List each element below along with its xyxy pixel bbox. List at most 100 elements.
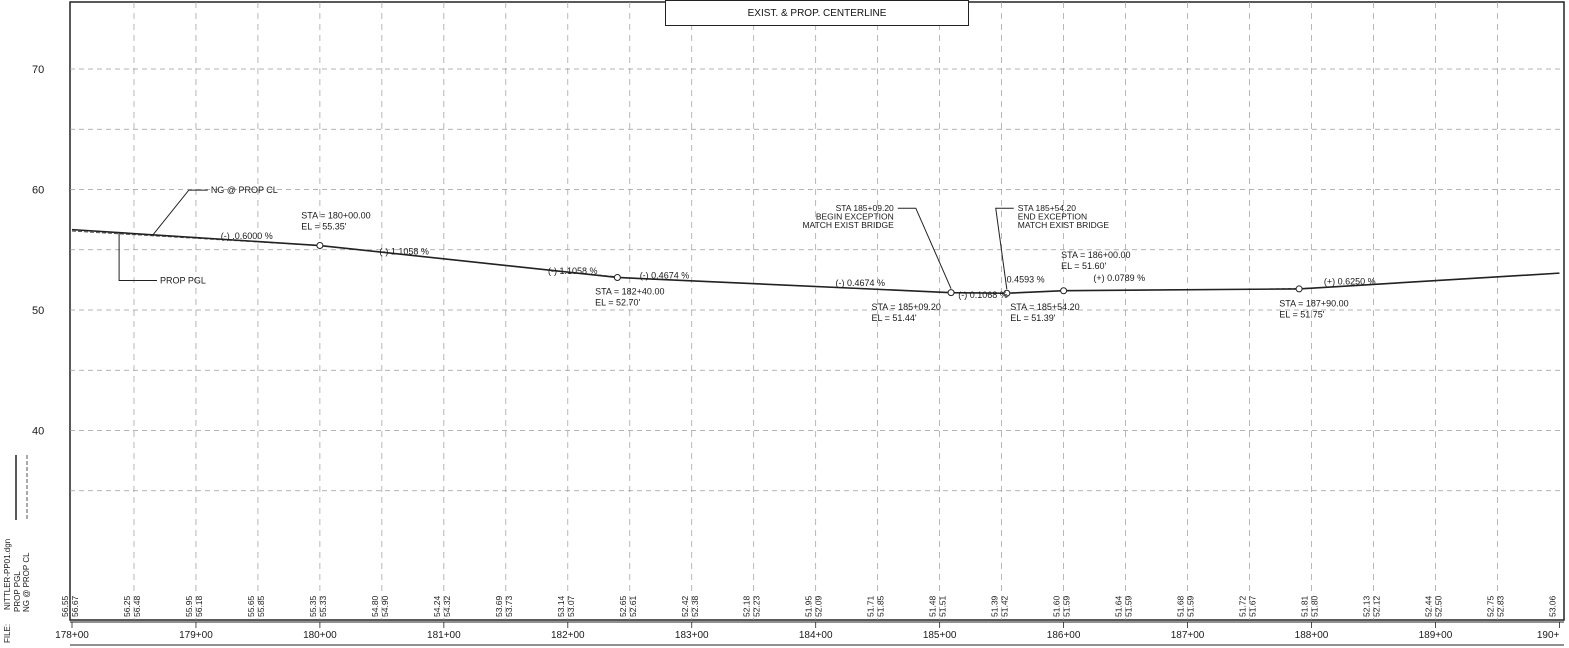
exception-note-line: MATCH EXIST BRIDGE	[1018, 220, 1110, 230]
elevation-value: 54.80	[370, 595, 380, 617]
vpi-station-label: STA = 182+40.00	[595, 286, 664, 296]
elevation-value: 53.69	[494, 595, 504, 617]
elevation-value: 52.38	[690, 595, 700, 617]
elevation-value: 54.32	[442, 595, 452, 617]
vpi-marker	[316, 242, 324, 250]
elevation-value: 52.23	[752, 595, 762, 617]
elevation-value: 52.44	[1423, 595, 1433, 617]
vpi-station-label: STA = 187+90.00	[1279, 298, 1348, 308]
station-label: 179+00	[179, 630, 213, 641]
elevation-value: 52.09	[814, 595, 824, 617]
station-label: 186+00	[1047, 630, 1081, 641]
y-tick-label: 40	[32, 426, 44, 438]
elevation-value: 51.64	[1114, 595, 1124, 617]
elevation-value: 55.95	[184, 595, 194, 617]
elevation-value: 52.83	[1495, 595, 1505, 617]
vpi-marker	[1295, 285, 1303, 293]
elevation-value: 51.60	[1052, 595, 1062, 617]
vpi-elevation-label: EL = 51.44'	[871, 313, 916, 323]
elevation-value: 51.39	[990, 595, 1000, 617]
exception-leader	[995, 207, 1014, 290]
legend-ng-prop-cl: NG @ PROP CL	[22, 552, 31, 612]
vpi-marker	[947, 289, 955, 297]
vpi-station-label: STA = 185+54.20	[1010, 302, 1079, 312]
vpi-elevation-label: EL = 51.39'	[1010, 313, 1055, 323]
vpi-marker	[1060, 287, 1068, 295]
elevation-value: 51.59	[1186, 595, 1196, 617]
exception-leader	[897, 207, 952, 289]
elevation-value: 51.85	[876, 595, 886, 617]
station-label: 188+00	[1295, 630, 1329, 641]
elevation-value: 51.59	[1062, 595, 1072, 617]
grade-label: (+) 0.0789 %	[1093, 273, 1145, 283]
vpi-marker	[613, 273, 621, 281]
vpi-station-label: STA = 186+00.00	[1061, 250, 1130, 260]
station-label: 187+00	[1171, 630, 1205, 641]
elevation-value: 51.72	[1238, 595, 1248, 617]
sheet-title: EXIST. & PROP. CENTERLINE	[665, 0, 969, 26]
grade-label: (-) 0.4674 %	[836, 278, 886, 288]
exception-note-line: MATCH EXIST BRIDGE	[802, 220, 894, 230]
exception-note-line: STA 185+09.20	[836, 203, 894, 213]
elevation-value: 56.25	[122, 595, 132, 617]
legend-prop-pgl: PROP PGL	[13, 571, 22, 612]
station-label: 181+00	[427, 630, 461, 641]
elevation-value: 56.67	[70, 595, 80, 617]
vpi-elevation-label: EL = 51.75'	[1279, 309, 1324, 319]
profile-grade-line	[71, 228, 1560, 295]
elevation-value: 51.51	[938, 595, 948, 617]
elevation-value: 51.48	[928, 595, 938, 617]
elevation-value: 55.33	[318, 595, 328, 617]
elevation-value: 52.61	[628, 595, 638, 617]
grade-label: (-) 1.1058 %	[548, 266, 598, 276]
exception-note-line: STA 185+54.20	[1018, 203, 1076, 213]
grade-label: (+) 0.6250 %	[1324, 277, 1376, 287]
pgl-leader-label: PROP PGL	[160, 275, 206, 285]
plot-frame	[69, 1, 1565, 621]
exception-note-line: BEGIN EXCEPTION	[816, 212, 894, 222]
elevation-value: 52.12	[1371, 595, 1381, 617]
elevation-value: 53.14	[556, 595, 566, 617]
grade-label: 0.4593 %	[1007, 274, 1045, 284]
elevation-value: 52.42	[680, 595, 690, 617]
elevation-value: 51.80	[1310, 595, 1320, 617]
station-label: 189+00	[1419, 630, 1453, 641]
ng-leader-label: NG @ PROP CL	[211, 185, 278, 195]
elevation-value: 51.68	[1176, 595, 1186, 617]
vpi-elevation-label: EL = 55.35'	[301, 221, 346, 231]
vpi-station-label: STA = 185+09.20	[871, 302, 940, 312]
station-label: 190+	[1537, 630, 1560, 641]
vpi-elevation-label: EL = 52.70'	[595, 297, 640, 307]
vpi-station-label: STA = 180+00.00	[301, 210, 370, 220]
elevation-value: 54.90	[380, 595, 390, 617]
elevation-value: 55.85	[256, 595, 266, 617]
grade-label: (-) 1.1058 %	[379, 247, 429, 257]
elevation-value: 55.35	[308, 595, 318, 617]
elevation-value: 52.13	[1361, 595, 1371, 617]
exception-note-line: END EXCEPTION	[1018, 212, 1087, 222]
grade-label: (-) 0.4674 %	[640, 271, 690, 281]
elevation-value: 51.95	[804, 595, 814, 617]
elevation-value: 52.75	[1485, 595, 1495, 617]
vpi-marker	[1003, 289, 1011, 297]
elevation-value: 52.65	[618, 595, 628, 617]
elevation-value: 53.73	[504, 595, 514, 617]
ng-leader-line	[152, 189, 208, 236]
elevation-value: 52.50	[1433, 595, 1443, 617]
station-label: 183+00	[675, 630, 709, 641]
elevation-value: 51.42	[1000, 595, 1010, 617]
elevation-value: 52.18	[742, 595, 752, 617]
file-label: FILE:	[3, 624, 12, 643]
elevation-value: 56.18	[194, 595, 204, 617]
elevation-value: 55.65	[246, 595, 256, 617]
elevation-value: 51.59	[1124, 595, 1134, 617]
elevation-value: 51.67	[1248, 595, 1258, 617]
station-label: 180+00	[303, 630, 337, 641]
elevation-value: 53.06	[1547, 595, 1557, 617]
elevation-value: 56.55	[60, 595, 70, 617]
station-label: 185+00	[923, 630, 957, 641]
station-label: 178+00	[55, 630, 89, 641]
y-tick-label: 70	[32, 64, 44, 76]
